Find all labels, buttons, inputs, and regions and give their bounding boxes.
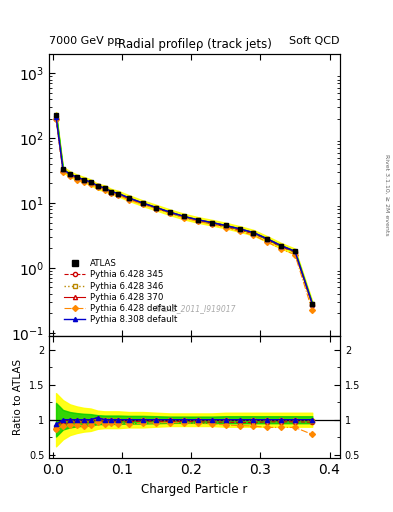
Text: ATLAS_2011_I919017: ATLAS_2011_I919017 xyxy=(153,304,236,313)
Text: Soft QCD: Soft QCD xyxy=(290,36,340,46)
Text: Rivet 3.1.10, ≥ 2M events: Rivet 3.1.10, ≥ 2M events xyxy=(385,154,389,236)
Title: Radial profileρ (track jets): Radial profileρ (track jets) xyxy=(118,38,272,51)
Legend: ATLAS, Pythia 6.428 345, Pythia 6.428 346, Pythia 6.428 370, Pythia 6.428 defaul: ATLAS, Pythia 6.428 345, Pythia 6.428 34… xyxy=(62,258,179,326)
Text: 7000 GeV pp: 7000 GeV pp xyxy=(49,36,121,46)
X-axis label: Charged Particle r: Charged Particle r xyxy=(141,483,248,496)
Y-axis label: Ratio to ATLAS: Ratio to ATLAS xyxy=(13,359,23,435)
